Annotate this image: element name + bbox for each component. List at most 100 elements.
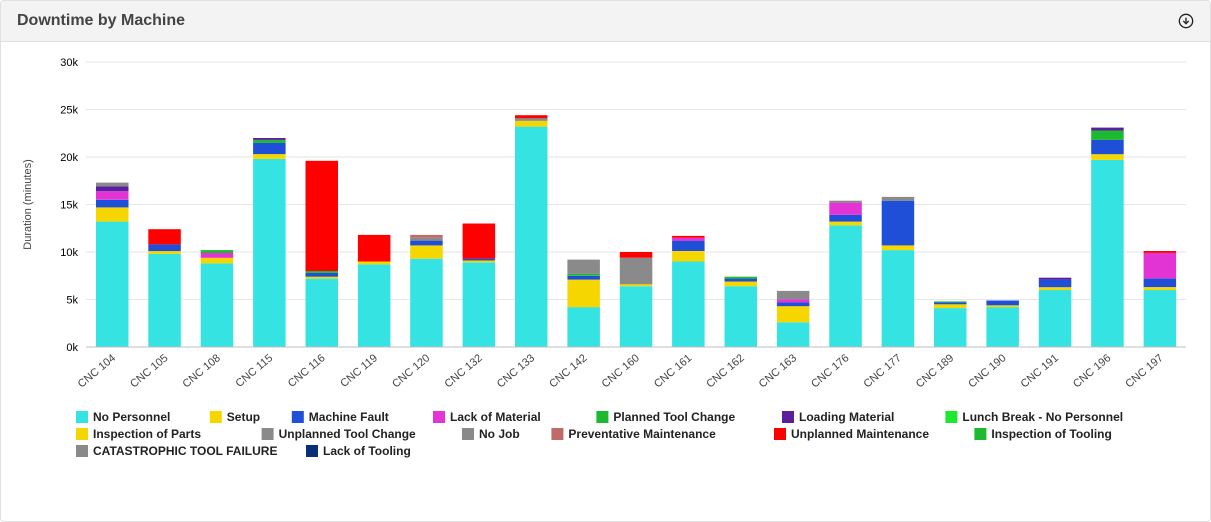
legend-swatch[interactable] [945, 411, 957, 423]
bar-segment[interactable] [201, 263, 234, 347]
bar-segment[interactable] [725, 286, 758, 347]
bar-segment[interactable] [253, 159, 286, 347]
legend-swatch[interactable] [76, 411, 88, 423]
legend-label[interactable]: Loading Material [799, 410, 894, 424]
bar-segment[interactable] [358, 235, 391, 262]
legend-swatch[interactable] [210, 411, 222, 423]
bar-segment[interactable] [882, 197, 915, 201]
legend-label[interactable]: Lunch Break - No Personnel [962, 410, 1123, 424]
bar-segment[interactable] [358, 264, 391, 347]
legend-label[interactable]: CATASTROPHIC TOOL FAILURE [93, 444, 277, 458]
bar-segment[interactable] [463, 259, 496, 261]
bar-segment[interactable] [1091, 128, 1124, 131]
legend-label[interactable]: Setup [227, 410, 260, 424]
bar-segment[interactable] [882, 250, 915, 347]
legend-label[interactable]: No Job [479, 427, 520, 441]
bar-segment[interactable] [1091, 140, 1124, 154]
bar-segment[interactable] [882, 245, 915, 250]
legend-swatch[interactable] [551, 428, 563, 440]
bar-segment[interactable] [253, 154, 286, 159]
bar-segment[interactable] [1144, 287, 1177, 290]
bar-segment[interactable] [1144, 253, 1177, 279]
legend-swatch[interactable] [974, 428, 986, 440]
bar-segment[interactable] [725, 279, 758, 282]
bar-segment[interactable] [253, 143, 286, 154]
legend-label[interactable]: No Personnel [93, 410, 170, 424]
bar-segment[interactable] [306, 279, 339, 347]
bar-segment[interactable] [567, 260, 600, 274]
bar-segment[interactable] [306, 271, 339, 273]
legend-label[interactable]: Machine Fault [309, 410, 389, 424]
bar-segment[interactable] [96, 207, 129, 221]
bar-segment[interactable] [672, 241, 705, 251]
bar-segment[interactable] [1039, 280, 1072, 288]
bar-segment[interactable] [829, 215, 862, 222]
bar-segment[interactable] [934, 304, 967, 308]
bar-segment[interactable] [620, 286, 653, 347]
bar-segment[interactable] [96, 191, 129, 200]
bar-segment[interactable] [725, 281, 758, 286]
bar-segment[interactable] [725, 277, 758, 279]
bar-segment[interactable] [253, 140, 286, 143]
legend-label[interactable]: Planned Tool Change [613, 410, 735, 424]
bar-segment[interactable] [201, 258, 234, 264]
bar-segment[interactable] [463, 262, 496, 347]
bar-segment[interactable] [829, 225, 862, 347]
legend-swatch[interactable] [76, 428, 88, 440]
bar-segment[interactable] [515, 127, 548, 347]
bar-segment[interactable] [567, 274, 600, 276]
bar-segment[interactable] [148, 254, 181, 347]
bar-segment[interactable] [882, 201, 915, 246]
legend-label[interactable]: Inspection of Tooling [991, 427, 1111, 441]
bar-segment[interactable] [306, 277, 339, 279]
download-icon[interactable] [1178, 13, 1194, 29]
legend-swatch[interactable] [433, 411, 445, 423]
bar-segment[interactable] [620, 258, 653, 285]
bar-segment[interactable] [463, 224, 496, 259]
legend-label[interactable]: Unplanned Maintenance [791, 427, 929, 441]
bar-segment[interactable] [777, 306, 810, 322]
bar-segment[interactable] [1144, 279, 1177, 288]
bar-segment[interactable] [306, 273, 339, 277]
bar-segment[interactable] [358, 262, 391, 265]
legend-swatch[interactable] [292, 411, 304, 423]
bar-segment[interactable] [1144, 251, 1177, 253]
bar-segment[interactable] [829, 201, 862, 203]
bar-segment[interactable] [96, 200, 129, 208]
legend-swatch[interactable] [76, 445, 88, 457]
legend-label[interactable]: Lack of Material [450, 410, 541, 424]
legend-label[interactable]: Inspection of Parts [93, 427, 201, 441]
bar-segment[interactable] [410, 245, 443, 258]
bar-segment[interactable] [463, 261, 496, 263]
bar-segment[interactable] [986, 307, 1019, 347]
bar-segment[interactable] [672, 262, 705, 348]
bar-segment[interactable] [829, 222, 862, 226]
bar-segment[interactable] [934, 308, 967, 347]
bar-segment[interactable] [410, 241, 443, 246]
legend-swatch[interactable] [462, 428, 474, 440]
bar-segment[interactable] [96, 186, 129, 191]
bar-segment[interactable] [1091, 160, 1124, 347]
bar-segment[interactable] [1039, 290, 1072, 347]
bar-segment[interactable] [148, 229, 181, 244]
bar-segment[interactable] [567, 307, 600, 347]
bar-segment[interactable] [986, 301, 1019, 306]
bar-segment[interactable] [148, 251, 181, 254]
legend-label[interactable]: Lack of Tooling [323, 444, 411, 458]
bar-segment[interactable] [306, 161, 339, 271]
bar-segment[interactable] [148, 244, 181, 251]
bar-segment[interactable] [410, 238, 443, 241]
bar-segment[interactable] [515, 118, 548, 121]
bar-segment[interactable] [986, 305, 1019, 307]
bar-segment[interactable] [96, 222, 129, 347]
bar-segment[interactable] [672, 251, 705, 261]
bar-segment[interactable] [410, 259, 443, 347]
bar-segment[interactable] [777, 300, 810, 303]
bar-segment[interactable] [829, 203, 862, 215]
bar-segment[interactable] [1039, 287, 1072, 290]
bar-segment[interactable] [672, 238, 705, 241]
bar-segment[interactable] [201, 253, 234, 258]
bar-segment[interactable] [934, 301, 967, 302]
bar-segment[interactable] [672, 236, 705, 238]
bar-segment[interactable] [777, 302, 810, 306]
